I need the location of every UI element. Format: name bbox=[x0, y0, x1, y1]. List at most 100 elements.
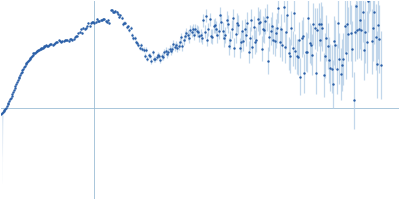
Point bbox=[317, 38, 323, 41]
Point bbox=[244, 21, 250, 24]
Point bbox=[269, 25, 275, 28]
Point bbox=[101, 17, 108, 20]
Point bbox=[151, 58, 157, 61]
Point bbox=[261, 28, 267, 32]
Point bbox=[115, 12, 121, 15]
Point bbox=[324, 44, 331, 48]
Point bbox=[188, 30, 195, 33]
Point bbox=[165, 50, 172, 54]
Point bbox=[218, 21, 224, 24]
Point bbox=[198, 34, 204, 37]
Point bbox=[62, 39, 68, 42]
Point bbox=[22, 64, 28, 67]
Point bbox=[114, 11, 120, 14]
Point bbox=[48, 43, 54, 46]
Point bbox=[291, 12, 297, 15]
Point bbox=[130, 36, 136, 40]
Point bbox=[25, 59, 31, 62]
Point bbox=[327, 66, 334, 69]
Point bbox=[47, 43, 53, 46]
Point bbox=[298, 37, 305, 40]
Point bbox=[23, 62, 30, 65]
Point bbox=[52, 41, 58, 44]
Point bbox=[200, 19, 206, 22]
Point bbox=[315, 23, 322, 26]
Point bbox=[1, 109, 8, 112]
Point bbox=[4, 103, 11, 106]
Point bbox=[231, 46, 238, 49]
Point bbox=[80, 26, 86, 30]
Point bbox=[206, 18, 213, 21]
Point bbox=[334, 67, 340, 70]
Point bbox=[144, 57, 151, 60]
Point bbox=[68, 38, 74, 41]
Point bbox=[75, 31, 82, 34]
Point bbox=[332, 43, 339, 46]
Point bbox=[70, 37, 77, 41]
Point bbox=[160, 55, 166, 58]
Point bbox=[363, 41, 370, 44]
Point bbox=[128, 26, 134, 29]
Point bbox=[65, 39, 72, 42]
Point bbox=[275, 6, 282, 9]
Point bbox=[134, 41, 140, 44]
Point bbox=[338, 72, 344, 76]
Point bbox=[89, 21, 95, 24]
Point bbox=[314, 28, 320, 31]
Point bbox=[124, 25, 130, 28]
Point bbox=[8, 94, 15, 97]
Point bbox=[76, 31, 83, 34]
Point bbox=[166, 47, 173, 50]
Point bbox=[335, 22, 341, 25]
Point bbox=[110, 10, 116, 13]
Point bbox=[26, 58, 32, 61]
Point bbox=[245, 50, 252, 54]
Point bbox=[212, 24, 218, 27]
Point bbox=[310, 22, 316, 26]
Point bbox=[353, 4, 359, 7]
Point bbox=[86, 24, 93, 27]
Point bbox=[131, 37, 138, 40]
Point bbox=[349, 47, 356, 51]
Point bbox=[112, 10, 119, 13]
Point bbox=[258, 47, 265, 50]
Point bbox=[30, 52, 37, 55]
Point bbox=[30, 54, 36, 57]
Point bbox=[260, 28, 266, 31]
Point bbox=[79, 31, 85, 35]
Point bbox=[11, 88, 17, 91]
Point bbox=[268, 30, 274, 33]
Point bbox=[153, 55, 160, 59]
Point bbox=[174, 46, 180, 49]
Point bbox=[41, 45, 48, 48]
Point bbox=[312, 27, 318, 30]
Point bbox=[374, 63, 380, 66]
Point bbox=[85, 21, 92, 24]
Point bbox=[126, 29, 132, 32]
Point bbox=[0, 110, 7, 113]
Point bbox=[57, 40, 63, 43]
Point bbox=[32, 51, 38, 55]
Point bbox=[179, 45, 186, 48]
Point bbox=[22, 63, 29, 66]
Point bbox=[135, 44, 142, 47]
Point bbox=[220, 29, 226, 32]
Point bbox=[146, 54, 152, 57]
Point bbox=[34, 50, 40, 53]
Point bbox=[0, 112, 4, 116]
Point bbox=[53, 41, 60, 44]
Point bbox=[37, 47, 44, 50]
Point bbox=[217, 14, 223, 17]
Point bbox=[14, 81, 20, 84]
Point bbox=[15, 77, 22, 80]
Point bbox=[17, 73, 23, 77]
Point bbox=[5, 101, 12, 104]
Point bbox=[230, 17, 236, 20]
Point bbox=[94, 18, 100, 21]
Point bbox=[358, 29, 364, 32]
Point bbox=[176, 44, 182, 47]
Point bbox=[239, 29, 245, 32]
Point bbox=[236, 47, 243, 50]
Point bbox=[120, 22, 126, 26]
Point bbox=[6, 99, 12, 103]
